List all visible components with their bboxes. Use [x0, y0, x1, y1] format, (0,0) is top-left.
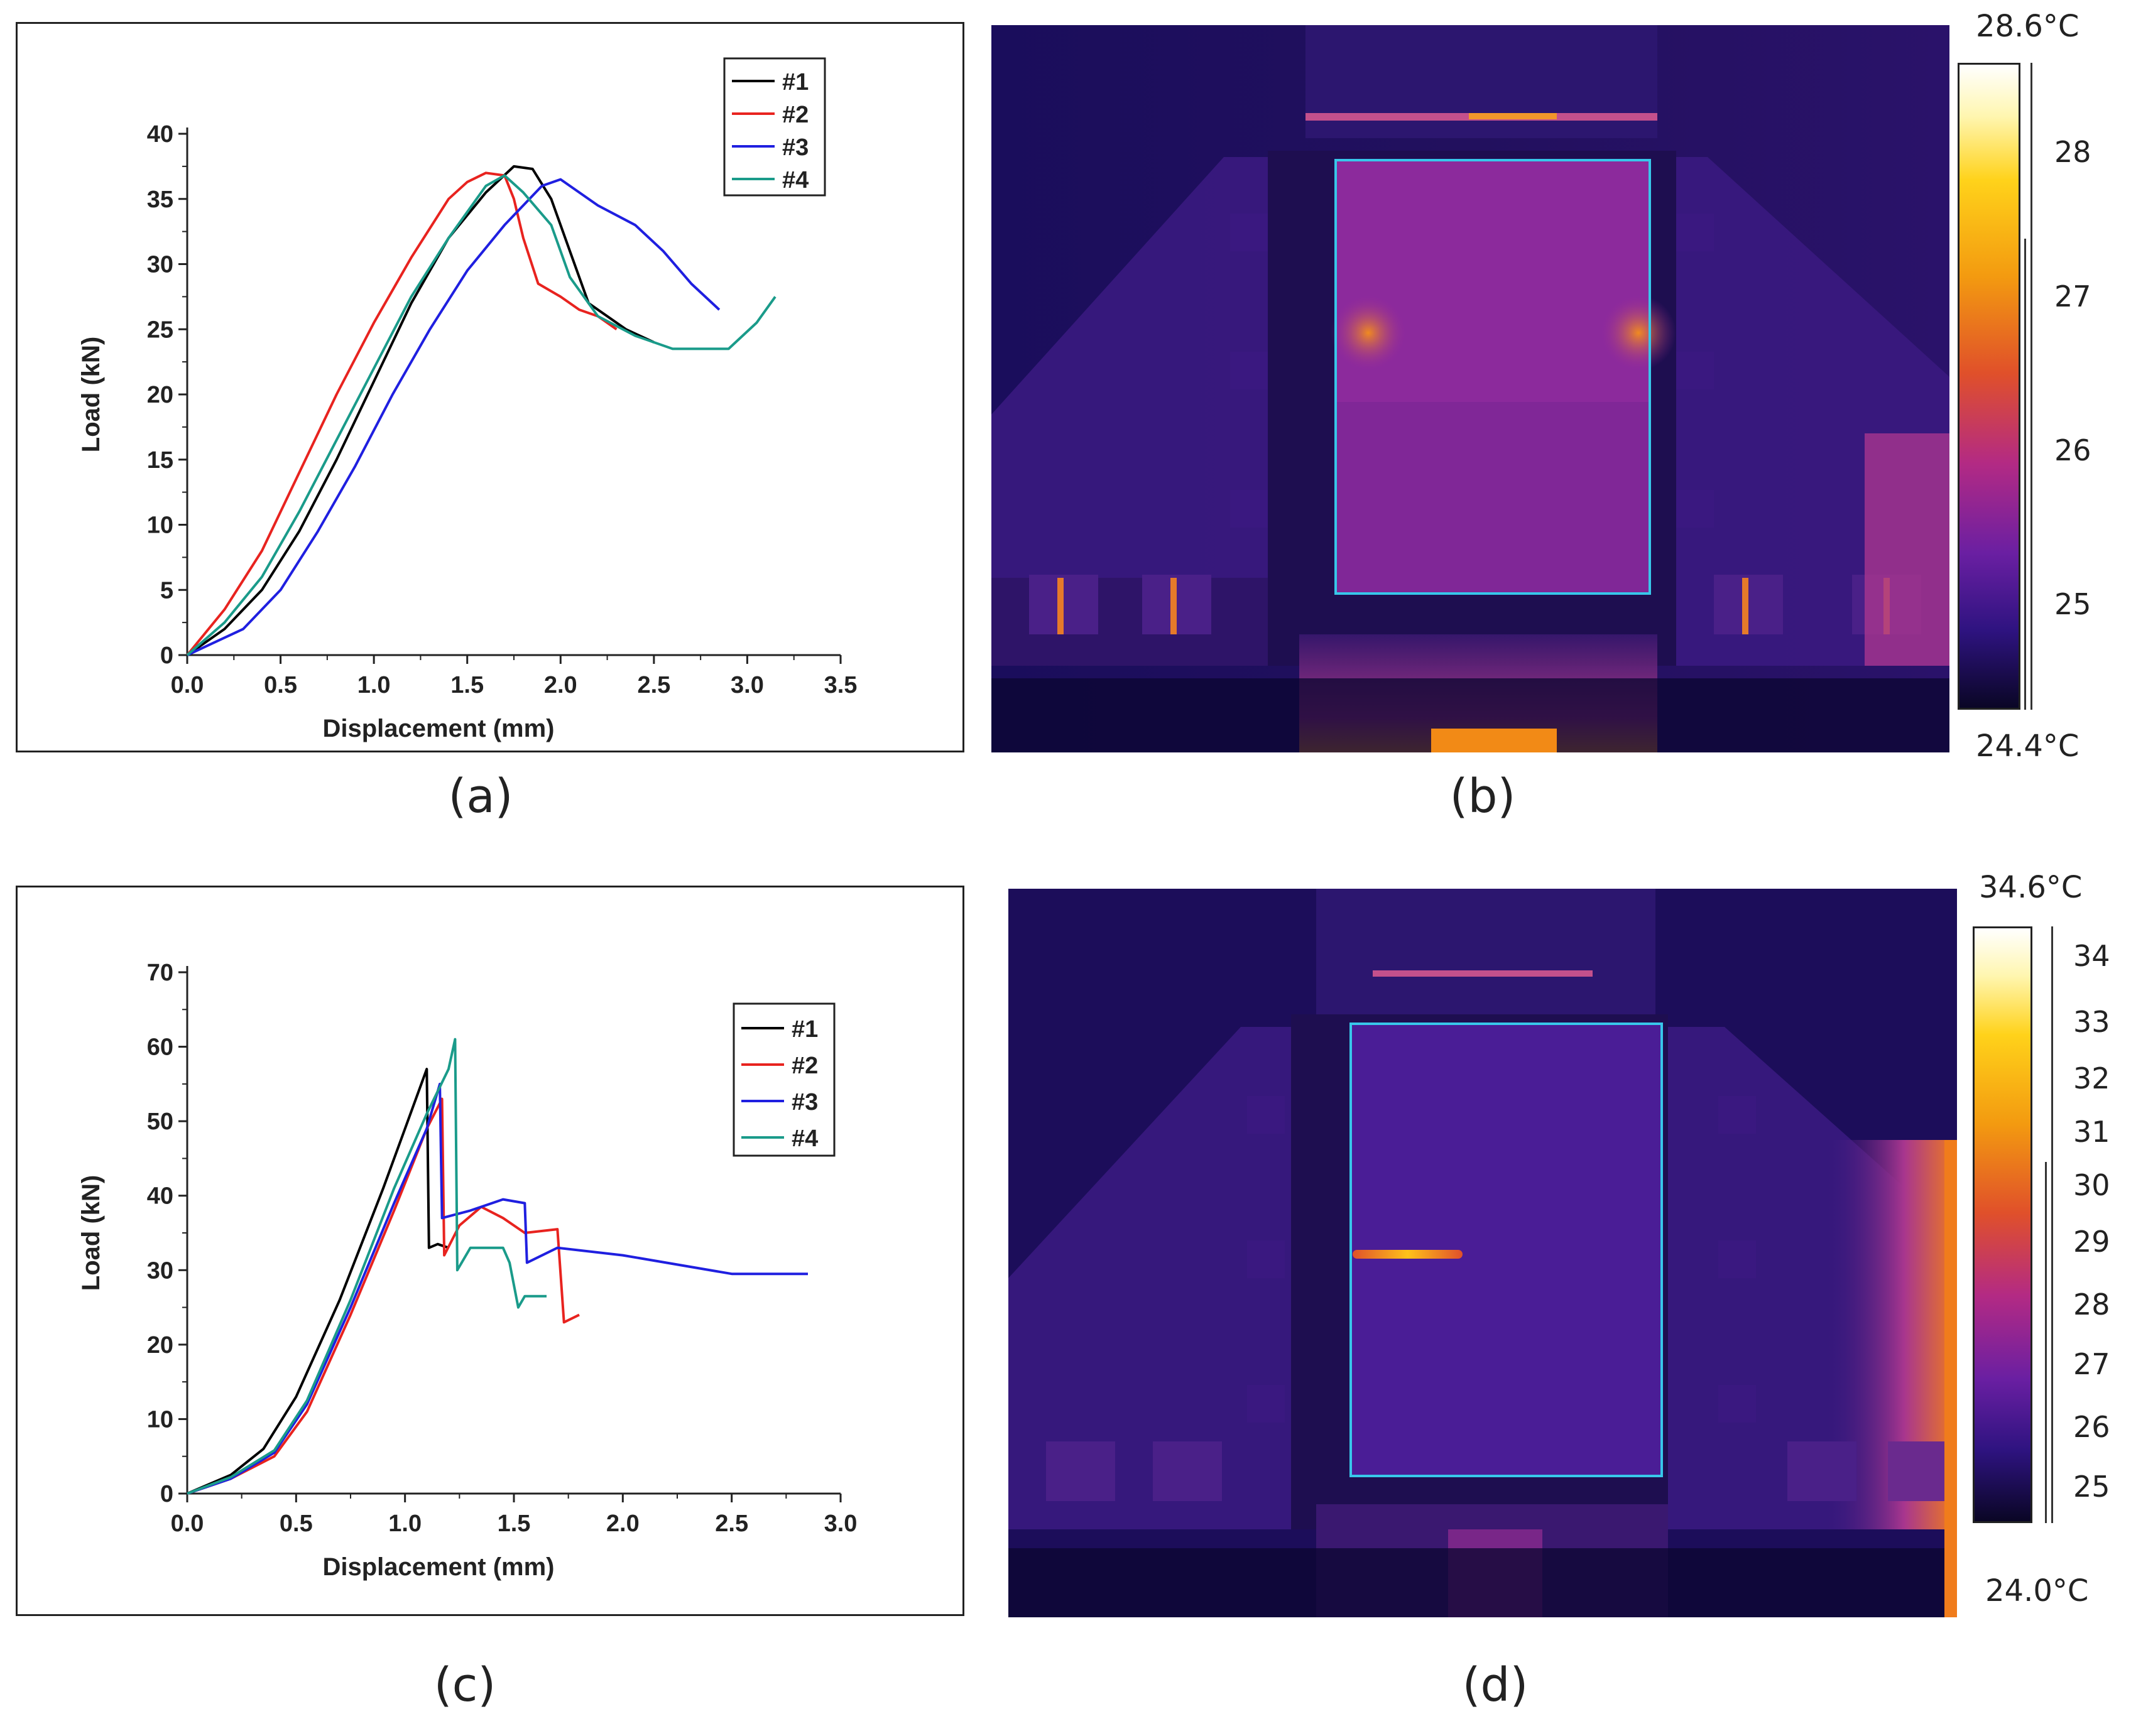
scale-tick-b: 26 — [2054, 433, 2091, 467]
legend-label: #4 — [792, 1126, 818, 1152]
y-tick-label: 70 — [147, 960, 173, 986]
x-tick-label: 0.0 — [171, 1511, 204, 1537]
scale-tick-b: 27 — [2054, 279, 2091, 313]
y-tick-label: 10 — [147, 513, 173, 539]
y-tick-label: 35 — [147, 187, 173, 213]
color-bar-b — [1958, 63, 2020, 710]
x-tick-label: 1.5 — [498, 1511, 531, 1537]
y-tick-label: 0 — [160, 1481, 173, 1507]
caption-a: (a) — [448, 769, 513, 823]
x-tick-label: 2.0 — [544, 672, 577, 698]
thermal-scene-b — [991, 25, 1949, 752]
scale-tick-d: 32 — [2073, 1061, 2110, 1095]
series-line-n3 — [187, 1082, 808, 1495]
x-tick-label: 0.0 — [171, 672, 204, 698]
series-line-n2 — [186, 171, 618, 656]
legend-label: #4 — [782, 167, 809, 193]
scale-tick-d: 34 — [2073, 939, 2110, 973]
legend-label: #3 — [792, 1089, 818, 1115]
scale-axis-line-d — [2051, 926, 2053, 1523]
y-tick-label: 0 — [160, 643, 173, 669]
chart-a: 0.0 0.5 1.0 1.5 2.0 2.5 3.0 3.5 0 5 10 15 20 25 30 35 40… — [77, 57, 858, 742]
scale-tick-d: 30 — [2073, 1168, 2110, 1202]
x-tick-label: 3.5 — [824, 672, 858, 698]
y-tick-label: 50 — [147, 1109, 173, 1135]
color-scale-b — [1953, 63, 2020, 710]
x-axis-label: Displacement (mm) — [323, 715, 555, 742]
x-axis-label: Displacement (mm) — [323, 1553, 555, 1581]
y-tick-label: 40 — [147, 121, 173, 148]
legend-label: #3 — [782, 134, 809, 161]
y-tick-label: 20 — [147, 382, 173, 408]
y-tick-label: 20 — [147, 1332, 173, 1359]
caption-d: (d) — [1462, 1658, 1529, 1712]
scale-tick-d: 31 — [2073, 1115, 2110, 1149]
scale-tick-d: 29 — [2073, 1225, 2110, 1259]
y-axis-label: Load (kN) — [77, 1175, 105, 1291]
x-tick-label: 0.5 — [264, 672, 297, 698]
legend-box — [723, 57, 826, 197]
y-tick-label: 60 — [147, 1034, 173, 1061]
scale-tick-d: 26 — [2073, 1410, 2110, 1444]
legend-label: #2 — [782, 102, 809, 128]
thermal-scene-d — [1008, 889, 1957, 1617]
legend-label: #1 — [792, 1016, 818, 1043]
scale-tick-d: 33 — [2073, 1005, 2110, 1039]
scale-axis-line-b — [2030, 63, 2032, 710]
y-tick-label: 5 — [160, 577, 173, 604]
thermal-image-b — [991, 25, 1949, 752]
caption-b: (b) — [1449, 769, 1516, 823]
scale-tick-b: 28 — [2054, 135, 2091, 169]
min-temp-label-d: 24.0°C — [1985, 1573, 2089, 1609]
x-tick-label: 3.0 — [824, 1511, 858, 1537]
max-temp-label-d: 34.6°C — [1979, 870, 2083, 905]
x-tick-label: 1.5 — [450, 672, 484, 698]
legend-label: #1 — [782, 69, 809, 95]
scale-tick-d: 25 — [2073, 1470, 2110, 1504]
legend-box — [733, 1002, 836, 1157]
scale-axis-line-b2 — [2024, 239, 2026, 710]
max-temp-label-b: 28.6°C — [1976, 9, 2079, 44]
scale-tick-d: 28 — [2073, 1288, 2110, 1321]
color-bar-d — [1973, 926, 2032, 1523]
x-tick-label: 2.5 — [637, 672, 670, 698]
y-tick-label: 30 — [147, 252, 173, 278]
y-tick-label: 25 — [147, 317, 173, 343]
caption-c: (c) — [433, 1658, 496, 1712]
y-tick-label: 10 — [147, 1406, 173, 1433]
scale-axis-line-d2 — [2045, 1162, 2047, 1523]
min-temp-label-b: 24.4°C — [1976, 729, 2079, 764]
chart-frame-c: 0.0 0.5 1.0 1.5 2.0 2.5 3.0 0 10 20 30 40 50 60 70 Disp… — [16, 886, 964, 1616]
scale-tick-d: 27 — [2073, 1347, 2110, 1381]
x-tick-label: 2.5 — [715, 1511, 748, 1537]
thermal-image-d — [1008, 889, 1957, 1617]
series-line-n4 — [186, 174, 777, 656]
x-tick-label: 2.0 — [606, 1511, 640, 1537]
x-tick-label: 1.0 — [388, 1511, 422, 1537]
series-line-n1 — [187, 1068, 449, 1495]
scale-tick-b: 25 — [2054, 587, 2091, 621]
series-line-n2 — [187, 1097, 580, 1495]
x-tick-label: 3.0 — [731, 672, 764, 698]
series-line-n4 — [187, 1038, 547, 1495]
y-tick-label: 30 — [147, 1257, 173, 1284]
chart-c: 0.0 0.5 1.0 1.5 2.0 2.5 3.0 0 10 20 30 40 50 60 70 Disp… — [77, 960, 858, 1581]
series-line-n3 — [187, 178, 721, 656]
chart-frame-a: 0.0 0.5 1.0 1.5 2.0 2.5 3.0 3.5 0 5 10 15 20 25 30 35 40… — [16, 22, 964, 752]
series-line-n1 — [186, 165, 655, 656]
y-axis-label: Load (kN) — [77, 337, 105, 452]
y-tick-label: 15 — [147, 447, 173, 474]
legend-label: #2 — [792, 1053, 818, 1079]
x-tick-label: 1.0 — [357, 672, 391, 698]
x-tick-label: 0.5 — [280, 1511, 313, 1537]
y-tick-label: 40 — [147, 1183, 173, 1210]
